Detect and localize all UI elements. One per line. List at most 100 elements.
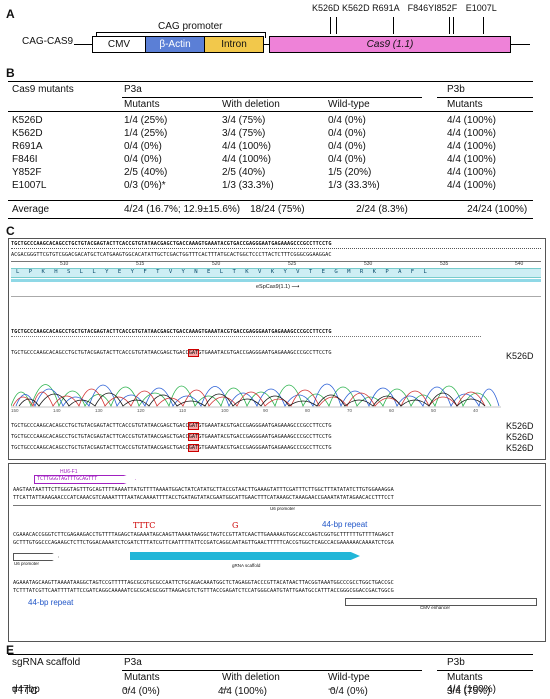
table-cell: 1/4 (25%) — [124, 115, 168, 126]
table-cell: 4/4 (100%) — [218, 686, 267, 697]
table-row-average: Average 4/24 (16.7%; 12.9±15.6%) 18/24 (… — [10, 203, 529, 216]
table-cell: K562D — [12, 128, 43, 139]
u6-label: U6 promoter — [270, 506, 296, 511]
table-b-midline — [8, 111, 533, 112]
table-b-header-col: Cas9 mutants — [12, 84, 74, 95]
read-seq-2: TGCTGCCCAAGCACAGCCTGCTGTACGAGTACTTCACCGT… — [11, 422, 332, 430]
table-row: E1007L 0/3 (0%)* 1/3 (33.3%) 1/3 (33.3%)… — [10, 179, 498, 192]
trace-axis-label: 140 — [53, 408, 61, 413]
mutation-tick — [453, 17, 454, 34]
trace-axis-label: 130 — [95, 408, 103, 413]
table-cell: 18/24 (75%) — [250, 204, 305, 215]
trace-axis-label: 150 — [11, 408, 19, 413]
cmv-enhancer-label: CMV enhancer — [420, 605, 451, 610]
primer-arrow: TCTTGGGTAGTTTGCAGTTT — [34, 475, 136, 484]
table-cell: 1/5 (20%) — [328, 167, 372, 178]
mutation-tick — [393, 17, 394, 34]
repeat-label-2: 44-bp repeat — [28, 598, 74, 607]
trace-axis-label: 40 — [473, 408, 479, 413]
panel-a-label: A — [6, 7, 15, 21]
table-b-p3b-line — [437, 97, 533, 98]
table-cell: 3/4 (75%) — [222, 128, 266, 139]
aa-track — [11, 268, 541, 278]
d-line3-bot: TCTTTATCGTTCAATTTTATTCCGATCAGGCAAAAATCGC… — [13, 588, 394, 594]
table-cell: R691A — [12, 141, 43, 152]
scaffold-arrow — [130, 552, 360, 560]
table-cell: 0/4 (0%) — [330, 686, 368, 697]
g-label: G — [232, 521, 239, 530]
table-cell: -- — [124, 683, 131, 695]
promoter-bracket — [96, 32, 266, 38]
table-e-header-col: sgRNA scaffold — [12, 657, 81, 668]
read-suffix: GTGAAATACGTGACCGAGGGAATGAGAAAGCCCGCCTTCC… — [198, 350, 332, 356]
trace-axis-label: 120 — [137, 408, 145, 413]
feature-label: eSpCas9(1.1) ⟶ — [256, 284, 299, 290]
cas9-box: Cas9 (1.1) — [269, 36, 511, 53]
feature-bar — [11, 279, 541, 282]
arrow-right-icon: ⟶ — [291, 284, 300, 290]
ruler-tick-label: 540 — [515, 261, 524, 267]
primer-seq: TCTTGGGTAGTTTGCAGTTT — [37, 476, 98, 482]
ref-seq-top: TGCTGCCCAAGCACAGCCTGCTGTACGAGTACTTCACCGT… — [11, 241, 332, 247]
table-b-sub-mutants: Mutants — [124, 99, 160, 110]
mutation-tick — [449, 17, 450, 34]
ruler-tick-label: 530 — [364, 261, 373, 267]
d-line2-top: CGAAACACCGGGTCTTCGAGAAGACCTGTTTTAGAGCTAG… — [13, 532, 394, 538]
table-b-avgline — [8, 200, 533, 201]
mutation-k562d: K562D — [342, 3, 370, 13]
primer-name: HU6-F1 — [60, 469, 78, 475]
table-b-group1: P3a — [124, 84, 142, 95]
table-e-sub-deletion: With deletion — [222, 672, 280, 683]
trace-axis-label: 80 — [305, 408, 311, 413]
read-suffix: GTGAAATACGTGACCGAGGGAATGAGAAAGCCCGCCTTCC… — [198, 423, 332, 429]
table-cell: 4/4 (100%) — [447, 154, 496, 165]
read-label-4: K526D — [506, 443, 534, 453]
table-e-topline — [8, 654, 533, 655]
aa-seq: L P K H S L L Y E Y F T V Y N E L T K V … — [16, 269, 430, 275]
read-seq-3: TGCTGCCCAAGCACAGCCTGCTGTACGAGTACTTCACCGT… — [11, 433, 332, 441]
table-b-p3a-line — [122, 97, 422, 98]
scaffold-label: gRNA scaffold — [232, 563, 261, 568]
ruler-tick-label: 535 — [440, 261, 449, 267]
table-cell: 2/5 (40%) — [222, 167, 266, 178]
trace-axis-label: 90 — [263, 408, 269, 413]
trace-green — [11, 384, 492, 408]
table-cell: 4/4 (100%) — [447, 683, 496, 695]
table-cell: 4/4 (100%) — [222, 154, 271, 165]
table-b-topline — [8, 81, 533, 82]
table-cell: 4/4 (100%) — [447, 180, 496, 191]
mutation-tick — [483, 17, 484, 34]
table-cell: Average — [12, 204, 50, 215]
table-cell: TTTC — [12, 686, 38, 697]
table-cell: 3/4 (75%) — [222, 115, 266, 126]
table-cell: 0/4 (0%) — [328, 141, 366, 152]
promoter-label: CAG promoter — [158, 21, 223, 32]
table-cell: Y852F — [12, 167, 42, 178]
cmv-box: CMV — [92, 36, 146, 53]
table-cell: 4/24 (16.7%; 12.9±15.6%) — [124, 204, 241, 215]
u6-promoter-arrow — [13, 553, 59, 561]
table-cell: 0/4 (0%) — [328, 154, 366, 165]
table-b-group2: P3b — [447, 84, 465, 95]
table-cell: 4/4 (100%) — [222, 141, 271, 152]
mutation-labels: K526D K562D R691A F846YI852F E1007L — [312, 3, 497, 13]
table-cell: -- — [222, 683, 229, 695]
ruler-tick-label: 525 — [288, 261, 297, 267]
table-e-body: d47bp -- -- -- 4/4 (100%) — [10, 671, 498, 695]
repeat-label-1: 44-bp repeat — [322, 520, 368, 529]
panel-b-label: B — [6, 66, 15, 80]
read-mutation: GAT — [187, 444, 200, 452]
read-mutation: GAT — [187, 433, 200, 441]
table-row: K526D 1/4 (25%) 3/4 (75%) 0/4 (0%) 4/4 (… — [10, 114, 498, 127]
read-label-3: K526D — [506, 432, 534, 442]
table-cell: 4/4 (100%) — [447, 167, 496, 178]
read-seq: TGCTGCCCAAGCACAGCCTGCTGTACGAGTACTTCACCGT… — [11, 349, 332, 357]
ruler-line — [11, 261, 541, 262]
mutation-r691a: R691A — [372, 3, 400, 13]
chromatogram — [11, 383, 501, 408]
read-label-2: K526D — [506, 421, 534, 431]
read-mutation: GAT — [187, 422, 200, 430]
table-cell: 4/4 (100%) — [447, 115, 496, 126]
trace-axis-label: 50 — [431, 408, 437, 413]
read-prefix: TGCTGCCCAAGCACAGCCTGCTGTACGAGTACTTCACCGT… — [11, 445, 189, 451]
